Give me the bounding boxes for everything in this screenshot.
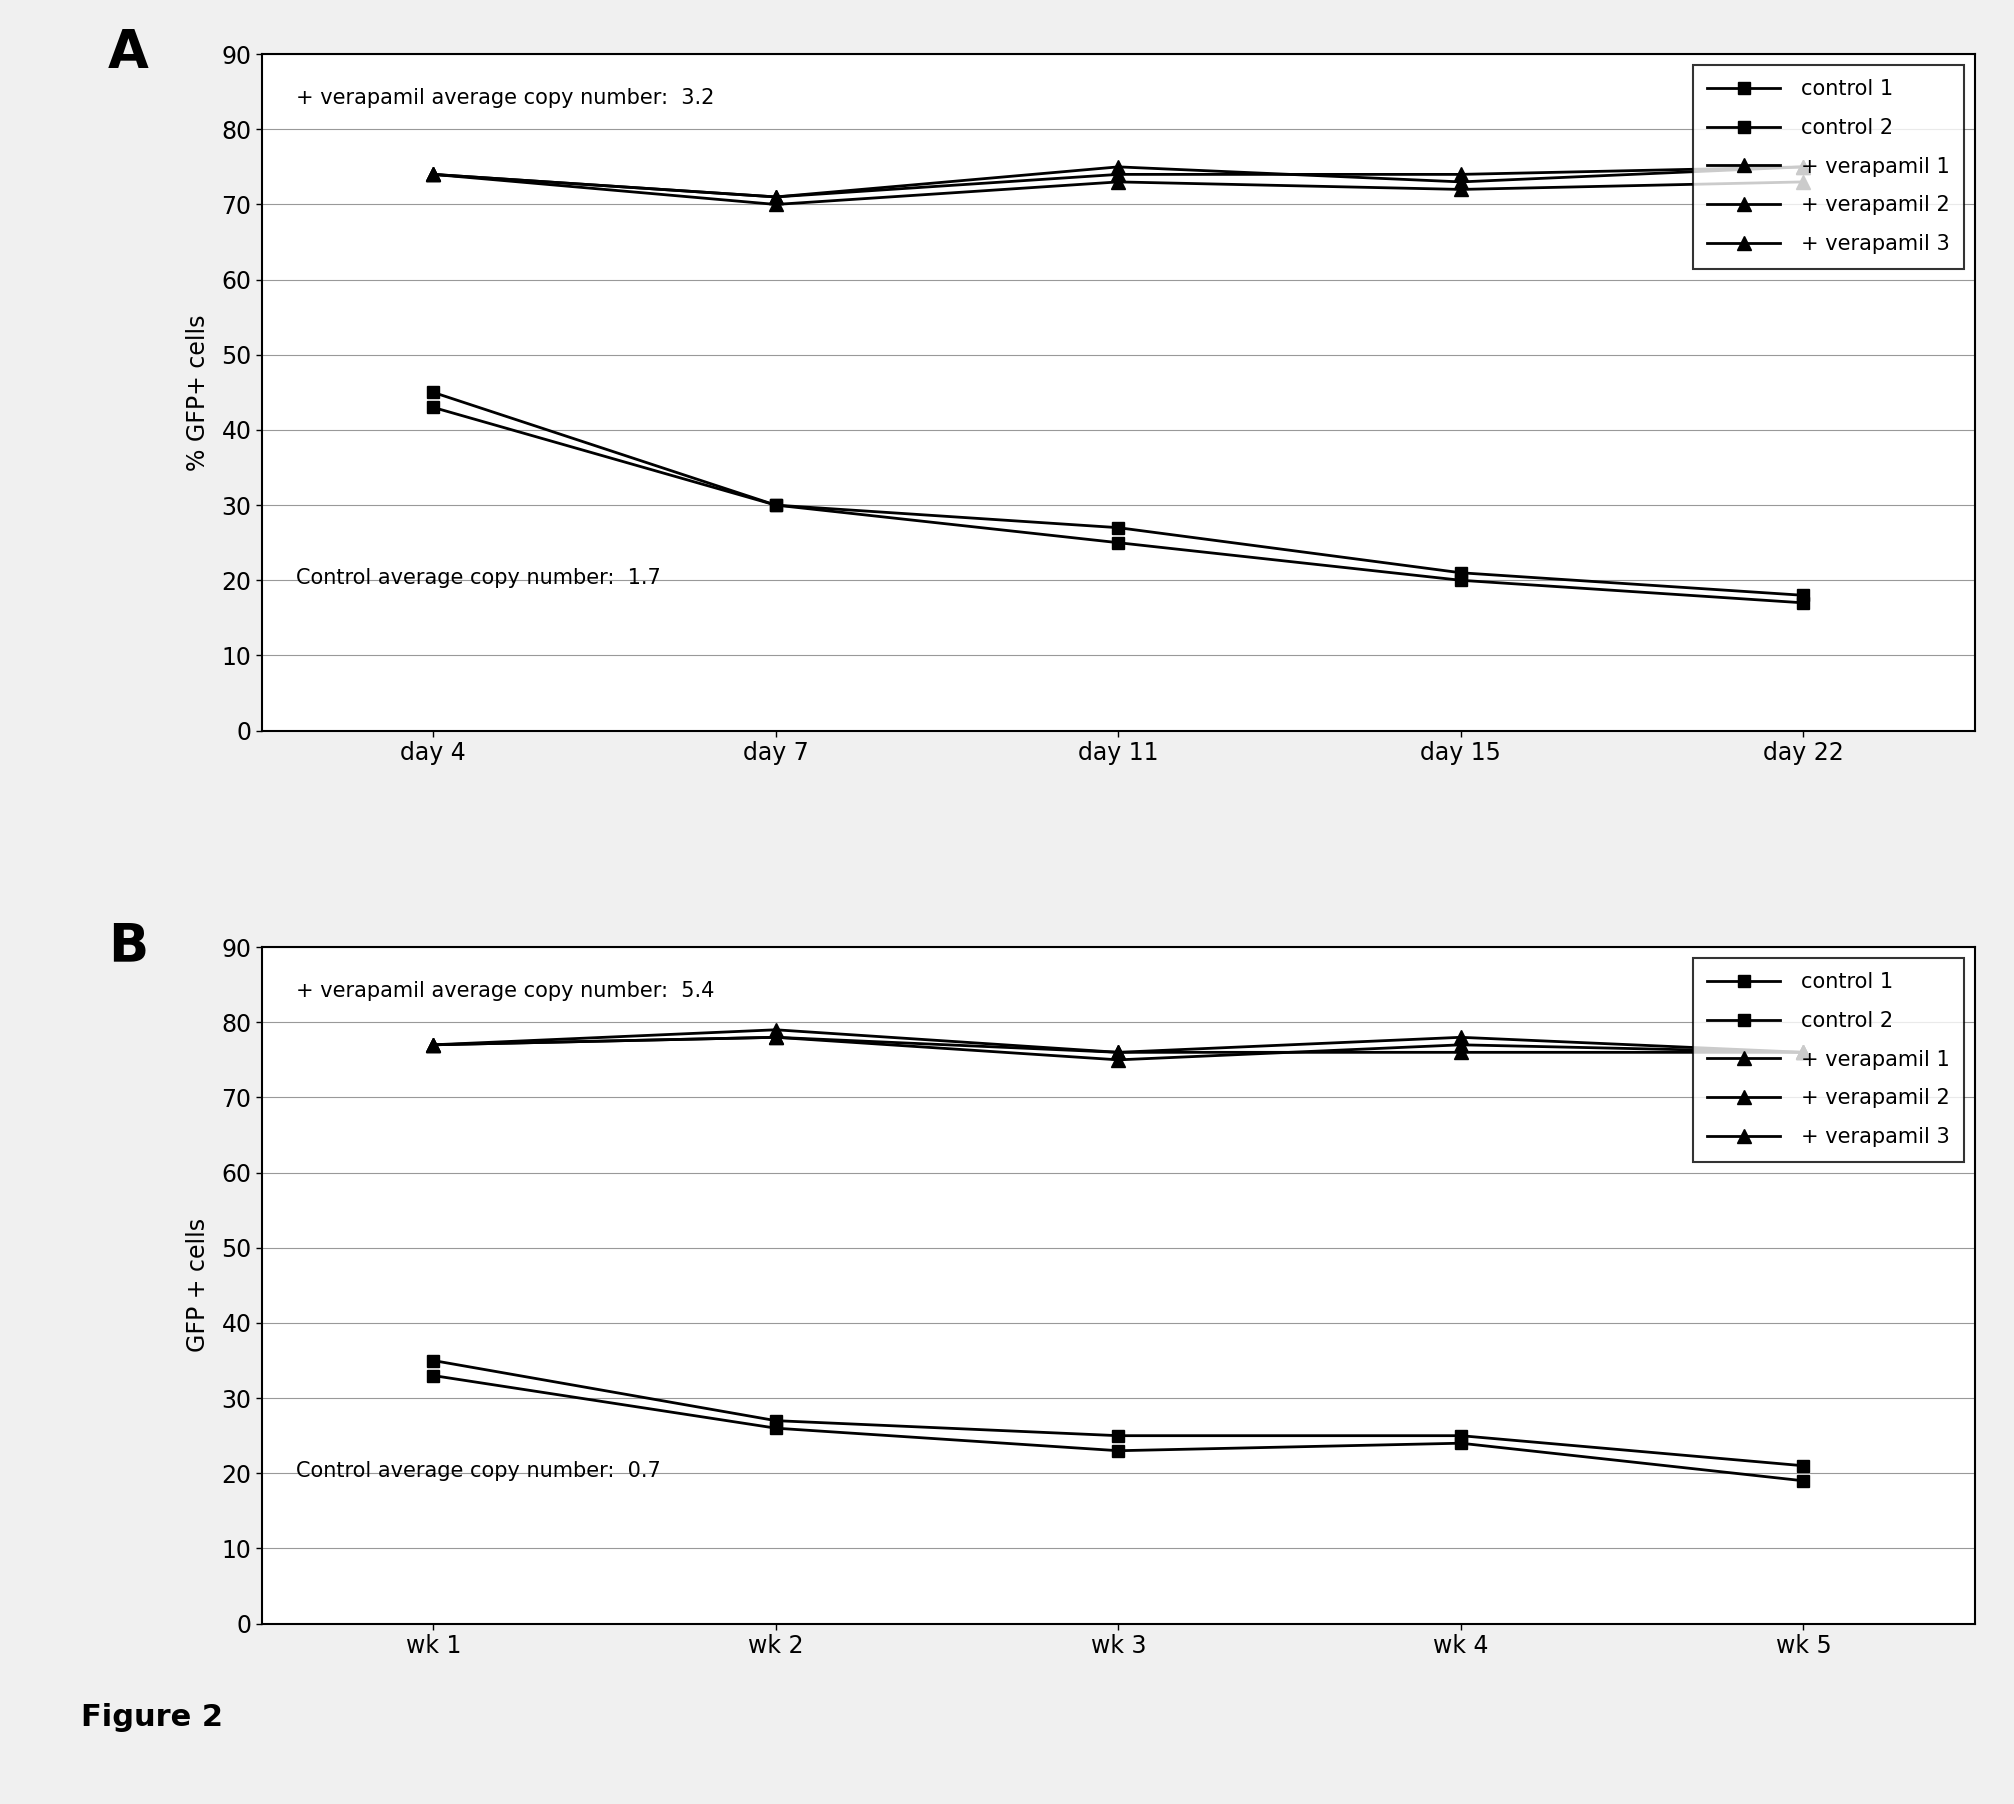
control 2 [1790, 1470, 1815, 1492]
+ verapamil 3 [1106, 164, 1130, 186]
Y-axis label: GFP + cells: GFP + cells [185, 1218, 209, 1353]
+ verapamil 3 [1448, 164, 1472, 186]
control 1 [421, 382, 445, 404]
+ verapamil 2 [1106, 157, 1130, 179]
+ verapamil 1 [1790, 171, 1815, 193]
Line: + verapamil 1: + verapamil 1 [427, 168, 1809, 211]
Line: + verapamil 3: + verapamil 3 [427, 1030, 1809, 1066]
control 1 [1106, 1425, 1130, 1447]
Text: + verapamil average copy number:  5.4: + verapamil average copy number: 5.4 [296, 981, 715, 1001]
+ verapamil 1 [1448, 179, 1472, 200]
+ verapamil 3 [1790, 1041, 1815, 1063]
+ verapamil 2 [1448, 171, 1472, 193]
control 2 [1790, 592, 1815, 613]
+ verapamil 2 [763, 1019, 787, 1041]
control 2 [1448, 570, 1472, 592]
+ verapamil 1 [1448, 1041, 1472, 1063]
Text: B: B [109, 920, 147, 972]
Text: Control average copy number:  1.7: Control average copy number: 1.7 [296, 568, 661, 588]
control 2 [1448, 1432, 1472, 1454]
+ verapamil 1 [421, 1034, 445, 1055]
+ verapamil 2 [1448, 1026, 1472, 1048]
control 1 [1790, 1454, 1815, 1476]
+ verapamil 1 [1790, 1041, 1815, 1063]
Text: Control average copy number:  0.7: Control average copy number: 0.7 [296, 1461, 661, 1481]
+ verapamil 2 [421, 1034, 445, 1055]
control 2 [421, 397, 445, 419]
control 1 [1790, 584, 1815, 606]
Line: + verapamil 1: + verapamil 1 [427, 1030, 1809, 1059]
control 1 [1106, 518, 1130, 539]
control 1 [1448, 1425, 1472, 1447]
Line: control 2: control 2 [427, 1369, 1809, 1486]
Line: control 1: control 1 [427, 386, 1809, 601]
+ verapamil 1 [1106, 171, 1130, 193]
Line: control 1: control 1 [427, 1355, 1809, 1472]
control 1 [421, 1349, 445, 1371]
Line: + verapamil 2: + verapamil 2 [427, 1023, 1809, 1059]
+ verapamil 3 [763, 1026, 787, 1048]
+ verapamil 3 [421, 1034, 445, 1055]
+ verapamil 2 [1790, 157, 1815, 179]
Text: A: A [109, 27, 149, 79]
+ verapamil 2 [763, 186, 787, 207]
control 2 [421, 1366, 445, 1387]
control 2 [1106, 532, 1130, 554]
control 2 [1106, 1440, 1130, 1461]
+ verapamil 3 [421, 164, 445, 186]
+ verapamil 1 [763, 193, 787, 215]
Line: control 2: control 2 [427, 400, 1809, 610]
Legend: control 1, control 2, + verapamil 1, + verapamil 2, + verapamil 3: control 1, control 2, + verapamil 1, + v… [1692, 958, 1964, 1162]
+ verapamil 1 [421, 164, 445, 186]
+ verapamil 3 [1106, 1050, 1130, 1072]
+ verapamil 2 [1106, 1041, 1130, 1063]
Line: + verapamil 3: + verapamil 3 [427, 161, 1809, 204]
control 2 [763, 494, 787, 516]
control 2 [763, 1418, 787, 1440]
+ verapamil 3 [1448, 1034, 1472, 1055]
+ verapamil 3 [1790, 157, 1815, 179]
+ verapamil 1 [1106, 1041, 1130, 1063]
+ verapamil 1 [763, 1026, 787, 1048]
+ verapamil 2 [1790, 1041, 1815, 1063]
Legend: control 1, control 2, + verapamil 1, + verapamil 2, + verapamil 3: control 1, control 2, + verapamil 1, + v… [1692, 65, 1964, 269]
control 1 [1448, 563, 1472, 584]
Text: Figure 2: Figure 2 [81, 1703, 222, 1732]
control 1 [763, 494, 787, 516]
Y-axis label: % GFP+ cells: % GFP+ cells [185, 314, 209, 471]
+ verapamil 3 [763, 186, 787, 207]
+ verapamil 2 [421, 164, 445, 186]
Line: + verapamil 2: + verapamil 2 [427, 161, 1809, 204]
control 1 [763, 1411, 787, 1432]
Text: + verapamil average copy number:  3.2: + verapamil average copy number: 3.2 [296, 88, 715, 108]
